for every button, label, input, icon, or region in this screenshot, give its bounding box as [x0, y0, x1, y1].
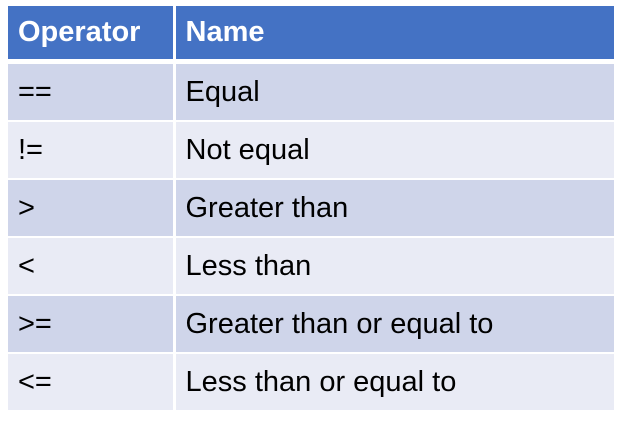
- table-row: != Not equal: [8, 121, 614, 180]
- table-row: <= Less than or equal to: [8, 353, 614, 412]
- header-row: Operator Name: [8, 6, 614, 64]
- operators-table-container: Operator Name == Equal != Not equal > Gr…: [8, 6, 614, 412]
- operator-cell: >=: [8, 295, 176, 354]
- name-cell: Equal: [174, 61, 614, 122]
- name-cell: Less than or equal to: [174, 353, 614, 412]
- operator-cell: <: [8, 237, 176, 296]
- header-name: Name: [174, 6, 614, 64]
- comparison-operators-table: Operator Name == Equal != Not equal > Gr…: [8, 6, 614, 412]
- operator-cell: ==: [8, 61, 176, 122]
- operator-cell: !=: [8, 121, 176, 180]
- table-row: > Greater than: [8, 179, 614, 238]
- table-row: == Equal: [8, 61, 614, 122]
- operator-cell: <=: [8, 353, 176, 412]
- name-cell: Greater than: [174, 179, 614, 238]
- header-operator: Operator: [8, 6, 176, 64]
- table-body: == Equal != Not equal > Greater than < L…: [8, 61, 614, 412]
- name-cell: Greater than or equal to: [174, 295, 614, 354]
- table-row: >= Greater than or equal to: [8, 295, 614, 354]
- table-header: Operator Name: [8, 6, 614, 64]
- table-row: < Less than: [8, 237, 614, 296]
- name-cell: Less than: [174, 237, 614, 296]
- operator-cell: >: [8, 179, 176, 238]
- name-cell: Not equal: [174, 121, 614, 180]
